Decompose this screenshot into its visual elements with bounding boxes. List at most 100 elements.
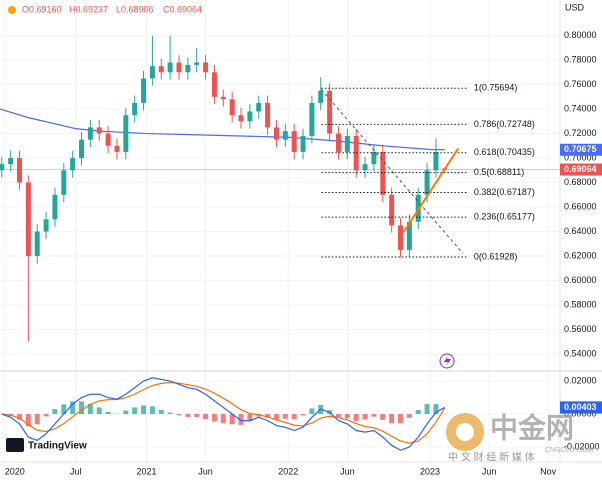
histogram-bar	[309, 408, 315, 415]
histogram-bar	[380, 414, 386, 420]
histogram-bar	[203, 414, 209, 420]
y-tick-label: 0.76000	[564, 79, 597, 89]
axes: 2020 Jul 2021 Jun 2022 Jun 2023 Jun Nov 0.54000 0.…	[5, 30, 602, 476]
histogram-bar	[34, 414, 40, 425]
histogram-bar	[79, 401, 85, 415]
candle-body	[132, 102, 138, 116]
y-tick-label: 0.56000	[564, 324, 597, 334]
ohlc-header: H0.69237	[69, 4, 108, 14]
histogram-bar	[70, 401, 76, 415]
fib-label: 0.618(0.70435)	[474, 147, 535, 157]
candle-body	[265, 102, 271, 128]
fib-label: 0.5(0.68811)	[474, 167, 524, 177]
candle-body	[327, 90, 333, 134]
last-price-tag: 0.69064	[564, 164, 597, 174]
currency[interactable]: USD	[565, 2, 585, 12]
histogram-bar	[273, 414, 279, 420]
candle-body	[309, 102, 315, 136]
candle-body	[203, 62, 209, 73]
candle-body	[256, 102, 262, 112]
candle-body	[380, 151, 386, 195]
y-tick-label: 0.72000	[564, 128, 597, 138]
histogram-bar	[424, 404, 430, 415]
histogram-bar	[141, 405, 147, 415]
histogram-bar	[238, 414, 244, 425]
candle-body	[79, 139, 85, 159]
y-tick-label: 0.62000	[564, 250, 597, 260]
y-tick-label: 0.78000	[564, 54, 597, 64]
candle-body	[229, 99, 235, 116]
candle-body	[362, 164, 368, 171]
x-tick-label: 2022	[278, 466, 298, 476]
candle-body	[406, 221, 412, 250]
histogram-bar	[406, 414, 412, 418]
moving-average	[0, 108, 445, 151]
histogram-bar	[25, 414, 31, 427]
candle-body	[52, 194, 58, 220]
candle-body	[398, 225, 404, 250]
histogram-bar	[353, 414, 359, 421]
watermark-logo-inner	[456, 423, 474, 441]
x-tick-label: Jul	[70, 466, 82, 476]
histogram-bar	[16, 414, 22, 420]
histogram-bar	[335, 414, 341, 417]
candle-body	[424, 170, 430, 195]
candle-body	[0, 164, 5, 171]
candle-body	[344, 135, 350, 152]
candle-body	[335, 133, 341, 152]
histogram-bar	[398, 414, 404, 424]
candle-body	[389, 194, 395, 226]
candle-body	[291, 131, 297, 152]
x-tick-label: 2021	[136, 466, 156, 476]
candle-body	[87, 127, 93, 140]
event-icon-bolt	[444, 356, 451, 366]
histogram-bar	[149, 406, 155, 415]
candle-body	[353, 135, 359, 171]
histogram-bar	[433, 404, 439, 415]
fib-label: 0(0.61928)	[474, 251, 518, 261]
candle-body	[176, 62, 182, 73]
candle-body	[96, 127, 102, 134]
histogram-bar	[43, 414, 49, 417]
histogram-bar	[194, 414, 200, 417]
trendline	[403, 147, 460, 233]
ohlc-header: L0.68906	[116, 4, 154, 14]
histogram-bar	[211, 414, 217, 422]
x-tick-label: Jun	[482, 466, 497, 476]
histogram-bar	[123, 410, 129, 415]
histogram-bar	[61, 404, 67, 415]
candle-body	[318, 90, 324, 103]
grid	[0, 0, 560, 462]
fib-diagonal	[320, 89, 464, 254]
ohlc-header: C0.69064	[163, 4, 202, 14]
histogram-bar	[87, 403, 93, 415]
candle-body	[371, 151, 377, 165]
logo: TradingView	[6, 438, 87, 452]
histogram-bar	[52, 409, 58, 415]
y-tick-label: 0.66000	[564, 201, 597, 211]
candle-body	[70, 158, 76, 171]
x-tick-label: Jun	[198, 466, 213, 476]
symbol-icon	[8, 6, 16, 14]
candle-body	[141, 78, 147, 103]
y-tick-label: 0.54000	[564, 348, 597, 358]
histogram-bar	[105, 411, 111, 415]
y-tick-label: -0.02000	[564, 441, 600, 451]
x-tick-label: 2023	[420, 466, 440, 476]
candle-body	[194, 62, 200, 65]
histogram-bar	[371, 414, 377, 417]
candle-body	[8, 158, 14, 165]
candle-body	[43, 219, 49, 232]
fib-label: 1(0.75694)	[474, 83, 518, 93]
last-price-tag-bg	[560, 163, 602, 176]
histogram-bar	[132, 407, 138, 415]
candle-body	[185, 64, 191, 73]
histogram-bar	[389, 414, 395, 424]
candle-body	[123, 115, 129, 152]
y-tick-label: 0.64000	[564, 226, 597, 236]
histogram-bar	[229, 414, 235, 425]
event-icon[interactable]	[439, 353, 455, 369]
candle-body	[61, 170, 67, 195]
macd-line	[1, 377, 446, 451]
